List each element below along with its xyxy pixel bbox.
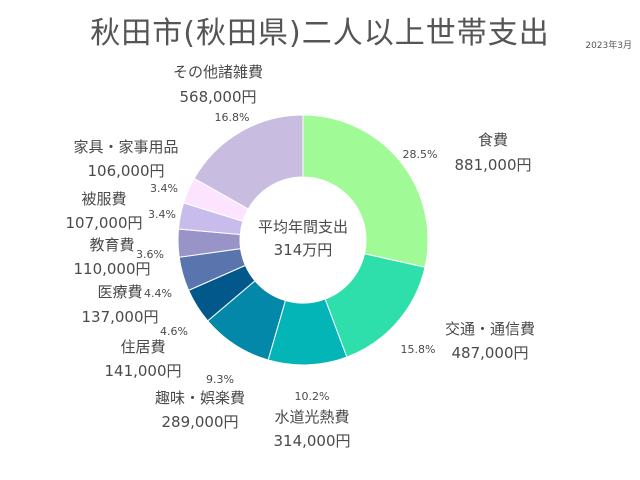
slice-percent-label: 3.4% <box>148 208 176 221</box>
slice-name-label: 趣味・娯楽費 <box>155 389 245 407</box>
slice-name-label: 医療費 <box>97 283 142 301</box>
slice-name-label: その他諸雑費 <box>173 63 263 81</box>
slice-percent-label: 16.8% <box>215 111 250 124</box>
slice-name-label: 被服費 <box>81 190 126 208</box>
slice-percent-label: 3.4% <box>150 182 178 195</box>
slice-percent-label: 3.6% <box>136 248 164 261</box>
center-label-line1: 平均年間支出 <box>258 218 348 236</box>
slice-name-label: 住居費 <box>120 338 165 356</box>
slice-name-label: 食費 <box>478 131 508 149</box>
slice-value-label: 289,000円 <box>161 413 238 431</box>
slice-value-label: 106,000円 <box>87 162 164 180</box>
slice-percent-label: 10.2% <box>295 390 330 403</box>
slice-value-label: 141,000円 <box>104 362 181 380</box>
slice-1 <box>302 114 429 268</box>
slice-value-label: 568,000円 <box>179 88 256 106</box>
slice-value-label: 107,000円 <box>65 214 142 232</box>
slice-name-label: 水道光熱費 <box>274 408 349 426</box>
slice-value-label: 487,000円 <box>451 344 528 362</box>
slice-percent-label: 4.4% <box>144 287 172 300</box>
slice-value-label: 137,000円 <box>81 308 158 326</box>
slice-percent-label: 15.8% <box>401 343 436 356</box>
slice-percent-label: 28.5% <box>403 148 438 161</box>
center-label-line2: 314万円 <box>274 241 333 259</box>
slice-name-label: 交通・通信費 <box>445 320 535 338</box>
slice-value-label: 314,000円 <box>273 432 350 450</box>
slice-percent-label: 4.6% <box>160 325 188 338</box>
slice-10 <box>193 114 304 210</box>
slice-name-label: 教育費 <box>89 236 134 254</box>
slice-value-label: 881,000円 <box>454 156 531 174</box>
date-label: 2023年3月 <box>585 41 632 51</box>
slice-percent-label: 9.3% <box>206 373 234 386</box>
slice-name-label: 家具・家事用品 <box>73 138 178 156</box>
chart-title: 秋田市(秋田県)二人以上世帯支出 <box>90 16 550 51</box>
slice-value-label: 110,000円 <box>73 260 150 278</box>
